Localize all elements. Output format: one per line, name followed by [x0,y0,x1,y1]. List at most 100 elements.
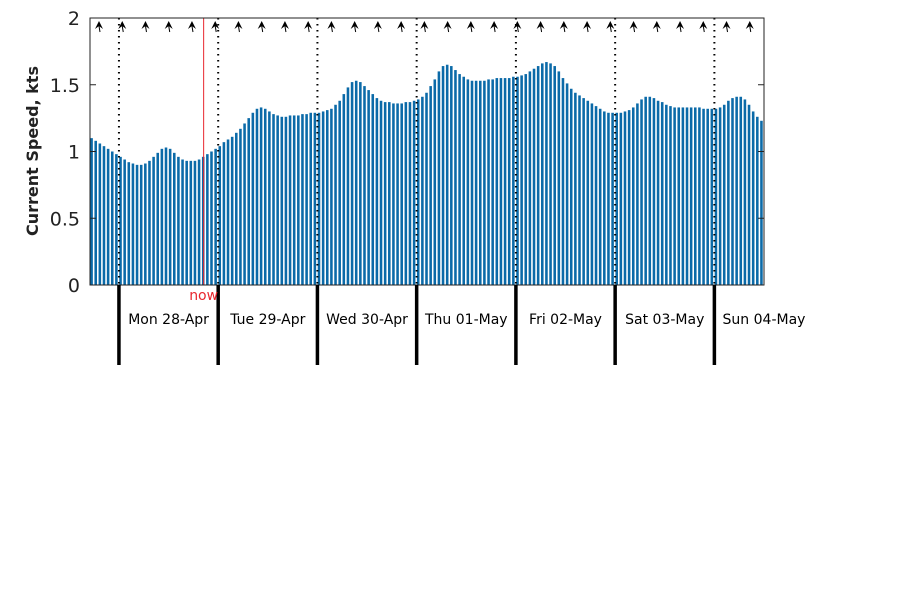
bar [235,132,238,285]
direction-arrow-tail [144,25,147,33]
y-tick-label: 1.5 [50,75,80,97]
direction-arrow-tail [563,25,566,33]
bar [379,100,383,286]
direction-arrow-tail [237,25,240,33]
bar [247,118,250,286]
bar [516,76,519,286]
bar [433,79,437,285]
direction-arrow-icon [257,21,266,29]
bar [706,108,709,285]
direction-arrow-icon [536,21,545,29]
bar [280,116,284,285]
bar [189,160,193,285]
direction-arrow-icon [629,21,638,29]
bar [578,95,581,286]
bar [445,64,449,285]
bar [156,152,160,285]
direction-arrow-tail [307,25,310,33]
bar [309,112,313,285]
bar [392,103,395,285]
bar [272,114,275,286]
bar [226,139,230,285]
direction-arrow-icon [652,21,661,29]
direction-arrow-icon [373,21,382,29]
direction-arrows [95,21,754,33]
bar [520,75,523,285]
bar [549,63,552,285]
bar [652,98,656,285]
direction-arrow-tail [121,25,124,33]
direction-arrow-icon [95,21,103,29]
bar [545,62,548,286]
bar [541,63,544,285]
direction-arrow-tail [377,25,380,33]
bar [574,92,577,285]
bar [177,156,180,285]
bar [243,123,246,285]
bar [735,96,738,286]
bar [528,71,532,286]
bar [760,120,763,285]
bar [718,107,722,285]
bar [491,79,494,285]
bar [144,163,147,285]
bar [268,111,271,285]
bar [586,100,590,286]
bar [565,83,569,285]
day-boundary-ticks [117,285,717,365]
bar [206,154,209,285]
bar [685,107,689,285]
bar [123,159,126,285]
bar [284,116,288,285]
bar [131,163,135,285]
bar [396,103,399,285]
bar [756,116,759,285]
direction-arrow-icon [420,21,429,29]
bar [218,146,222,285]
bar [255,108,259,285]
bar [288,115,292,285]
bar [115,154,118,285]
direction-arrow-tail [191,25,194,33]
bar [466,79,470,285]
bar [90,138,93,285]
day-label: Sat 03-May [625,312,704,328]
y-tick-label: 2 [68,8,80,30]
bar [656,100,660,286]
bar [594,106,598,285]
bar [359,82,362,285]
direction-arrow-tail [400,25,403,33]
bar [152,156,155,285]
day-dotted-lines [117,18,716,285]
direction-arrow-tail [633,25,636,33]
direction-arrow-icon [211,21,220,29]
direction-arrow-tail [726,25,729,33]
bar [532,68,536,285]
bar [619,112,623,285]
bar [458,74,461,285]
bar [507,78,511,285]
bar [512,76,515,286]
bar [251,112,255,285]
bar [669,106,672,285]
bar [747,104,751,286]
bar [694,107,697,285]
bar [603,111,606,285]
direction-arrow-tail [330,25,333,33]
direction-arrow-tail [516,25,519,33]
bar [334,104,337,286]
bar [681,107,685,285]
bar [330,108,333,285]
direction-arrow-icon [722,21,731,29]
bar [416,99,420,285]
y-tick-label: 1 [68,142,80,164]
bar [148,160,151,285]
direction-arrow-tail [284,25,287,33]
bar [222,142,226,285]
bar [119,156,122,285]
bar [503,78,507,285]
direction-arrow-icon [304,21,313,29]
bar [239,128,242,285]
bar [499,78,503,285]
bar [487,79,490,285]
